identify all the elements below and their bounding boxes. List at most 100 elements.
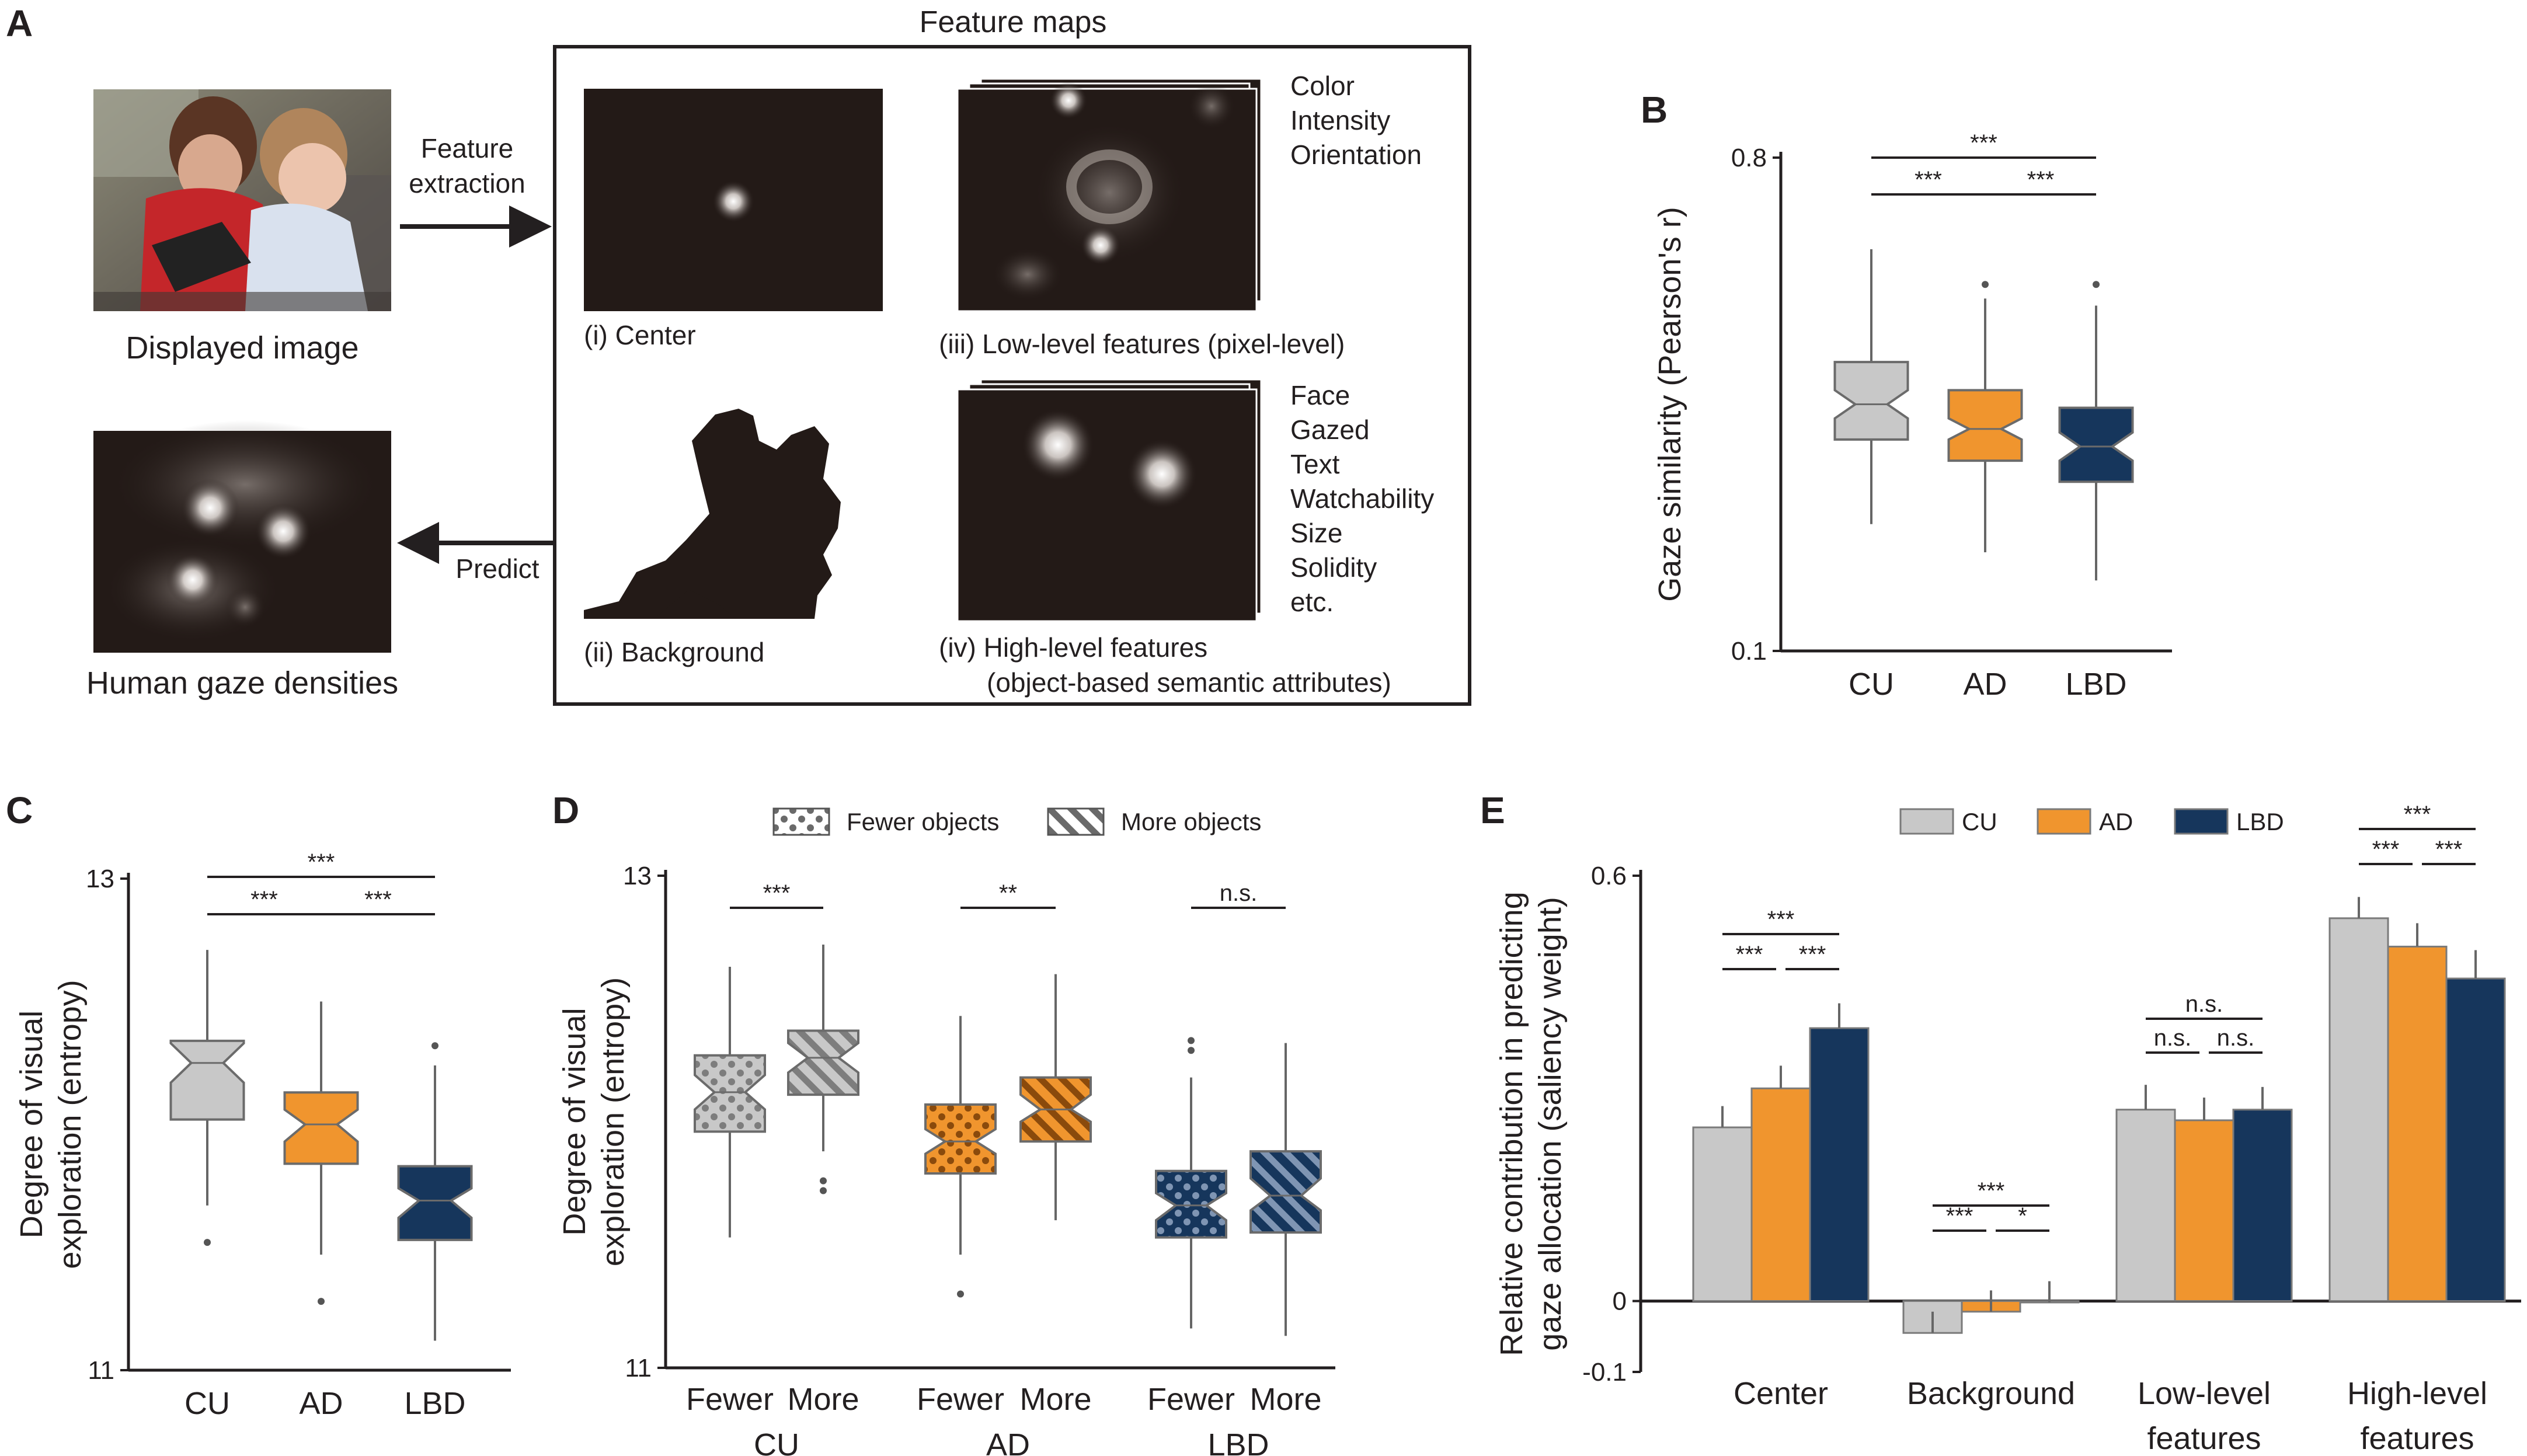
x-tick-label-3: More bbox=[1019, 1382, 1091, 1417]
y-tick-label-0: 0.6 bbox=[1591, 862, 1627, 890]
y-tick-label-0: 11 bbox=[88, 1356, 114, 1385]
bar-0-1 bbox=[1750, 1087, 1811, 1302]
box-1 bbox=[283, 1091, 359, 1165]
high-level-item-1: Gazed bbox=[1290, 414, 1370, 445]
high-level-label-2: (object-based semantic attributes) bbox=[987, 667, 1391, 698]
outlier-2-0 bbox=[957, 1290, 964, 1298]
sig-1-label: ** bbox=[999, 880, 1017, 906]
high-level-item-5: Solidity bbox=[1290, 552, 1377, 583]
box-5 bbox=[1249, 1150, 1322, 1234]
sig-0-label: *** bbox=[1915, 167, 1942, 193]
y-axis-label: Degree of visual exploration (entropy) bbox=[557, 977, 631, 1266]
sig-0-2-label: *** bbox=[1767, 907, 1795, 932]
high-level-label-1: (iv) High-level features bbox=[939, 632, 1207, 663]
predict-label: Predict bbox=[455, 553, 539, 584]
y-tick-label-2: -0.1 bbox=[1582, 1358, 1627, 1387]
outlier-0-0 bbox=[204, 1239, 211, 1246]
legend-swatch-AD bbox=[2037, 808, 2091, 835]
group-label-0: CU bbox=[754, 1427, 799, 1456]
outlier-2-0 bbox=[431, 1042, 438, 1050]
box-0 bbox=[169, 1039, 245, 1121]
legend-label-AD: AD bbox=[2099, 808, 2133, 835]
legend-swatch-CU bbox=[1899, 808, 1954, 835]
sig-2-2-label: n.s. bbox=[2185, 991, 2223, 1017]
x-tick-label-2: LBD bbox=[2065, 667, 2126, 702]
outlier-1-1 bbox=[820, 1177, 827, 1185]
panel-d-chart: 11 13 Fewer More Fewer More Fewer More CU AD LBD **… bbox=[557, 807, 1335, 1456]
x-tick-label-1: AD bbox=[1963, 667, 2007, 702]
x-tick-label-3-line2: features bbox=[2360, 1421, 2474, 1456]
high-level-item-2: Text bbox=[1290, 449, 1340, 479]
x-tick-label-2-line1: Low-level bbox=[2138, 1376, 2271, 1411]
box-0 bbox=[694, 1054, 766, 1133]
sig-3-2-label: *** bbox=[2404, 802, 2431, 827]
bar-3-1 bbox=[2387, 945, 2448, 1302]
bar-3-2 bbox=[2445, 977, 2506, 1302]
background-map bbox=[584, 409, 841, 619]
high-level-item-0: Face bbox=[1290, 380, 1350, 410]
high-level-item-4: Size bbox=[1290, 518, 1342, 548]
y-tick-label-1: 13 bbox=[86, 865, 114, 893]
sig-1-0-label: *** bbox=[1946, 1203, 1973, 1229]
bar-2-2 bbox=[2232, 1109, 2293, 1302]
y-axis-label: Gaze similarity (Pearson's r) bbox=[1652, 207, 1687, 601]
panel-a: A Feature maps Displayed image bbox=[6, 2, 1471, 706]
sig-3-0-label: *** bbox=[2372, 837, 2400, 862]
x-tick-label-5: More bbox=[1249, 1382, 1321, 1417]
center-label: (i) Center bbox=[584, 320, 696, 350]
group-label-2: LBD bbox=[1207, 1427, 1269, 1456]
box-0 bbox=[1833, 361, 1909, 441]
bar-2-1 bbox=[2174, 1119, 2234, 1302]
bar-3-0 bbox=[2328, 917, 2389, 1302]
displayed-image-label: Displayed image bbox=[126, 330, 358, 365]
box-2 bbox=[397, 1165, 473, 1241]
outlier-1-0 bbox=[820, 1187, 827, 1194]
sig-3-1-label: *** bbox=[2435, 837, 2463, 862]
feature-extraction-label-1: Feature bbox=[421, 133, 514, 163]
sig-0-label: *** bbox=[250, 887, 278, 912]
bar-2-0 bbox=[2115, 1109, 2176, 1302]
x-tick-label-1: AD bbox=[299, 1386, 343, 1421]
background-label: (ii) Background bbox=[584, 637, 764, 667]
panel-letter-c: C bbox=[6, 789, 33, 831]
box-4 bbox=[1155, 1169, 1227, 1239]
sig-1-1-label: * bbox=[2018, 1203, 2027, 1229]
displayed-image bbox=[93, 89, 391, 311]
low-level-item-0: Color bbox=[1290, 71, 1355, 101]
low-level-label: (iii) Low-level features (pixel-level) bbox=[939, 329, 1345, 359]
y-axis-label: Degree of visual exploration (entropy) bbox=[14, 980, 88, 1269]
y-tick-label-0: 0.1 bbox=[1731, 637, 1767, 666]
x-tick-label-4: Fewer bbox=[1147, 1382, 1235, 1417]
legend-label-fewer: Fewer objects bbox=[847, 808, 999, 835]
box-1 bbox=[1947, 389, 2023, 462]
sig-2-1-label: n.s. bbox=[2217, 1025, 2254, 1051]
box-2 bbox=[924, 1103, 997, 1175]
outlier-4-0 bbox=[1188, 1047, 1195, 1054]
y-tick-label-1: 0.8 bbox=[1731, 144, 1767, 172]
low-level-item-2: Orientation bbox=[1290, 140, 1422, 170]
outlier-1-0 bbox=[1982, 281, 1989, 288]
feature-maps-title: Feature maps bbox=[920, 5, 1107, 39]
legend-swatch-fewer bbox=[772, 807, 830, 836]
panel-letter-b: B bbox=[1641, 89, 1668, 131]
high-level-item-6: etc. bbox=[1290, 587, 1334, 617]
y-tick-label-0: 11 bbox=[625, 1354, 652, 1382]
panel-letter-d: D bbox=[552, 789, 579, 831]
x-tick-label-1: Background bbox=[1907, 1376, 2075, 1411]
sig-1-label: *** bbox=[2027, 167, 2055, 193]
human-gaze-label: Human gaze densities bbox=[86, 666, 398, 701]
sig-1-2-label: *** bbox=[1978, 1178, 2005, 1204]
sig-2-0-label: n.s. bbox=[2154, 1025, 2191, 1051]
x-tick-label-2: LBD bbox=[404, 1386, 465, 1421]
x-tick-label-1: More bbox=[787, 1382, 859, 1417]
legend-label-LBD: LBD bbox=[2236, 808, 2284, 835]
high-level-item-3: Watchability bbox=[1290, 483, 1434, 514]
outlier-4-1 bbox=[1188, 1037, 1195, 1044]
legend-label-more: More objects bbox=[1121, 808, 1261, 835]
legend-swatch-more bbox=[1047, 807, 1105, 836]
center-map bbox=[584, 89, 883, 311]
bar-0-0 bbox=[1692, 1126, 1753, 1302]
feature-extraction-label-2: extraction bbox=[409, 168, 525, 198]
legend-label-CU: CU bbox=[1962, 808, 1997, 835]
